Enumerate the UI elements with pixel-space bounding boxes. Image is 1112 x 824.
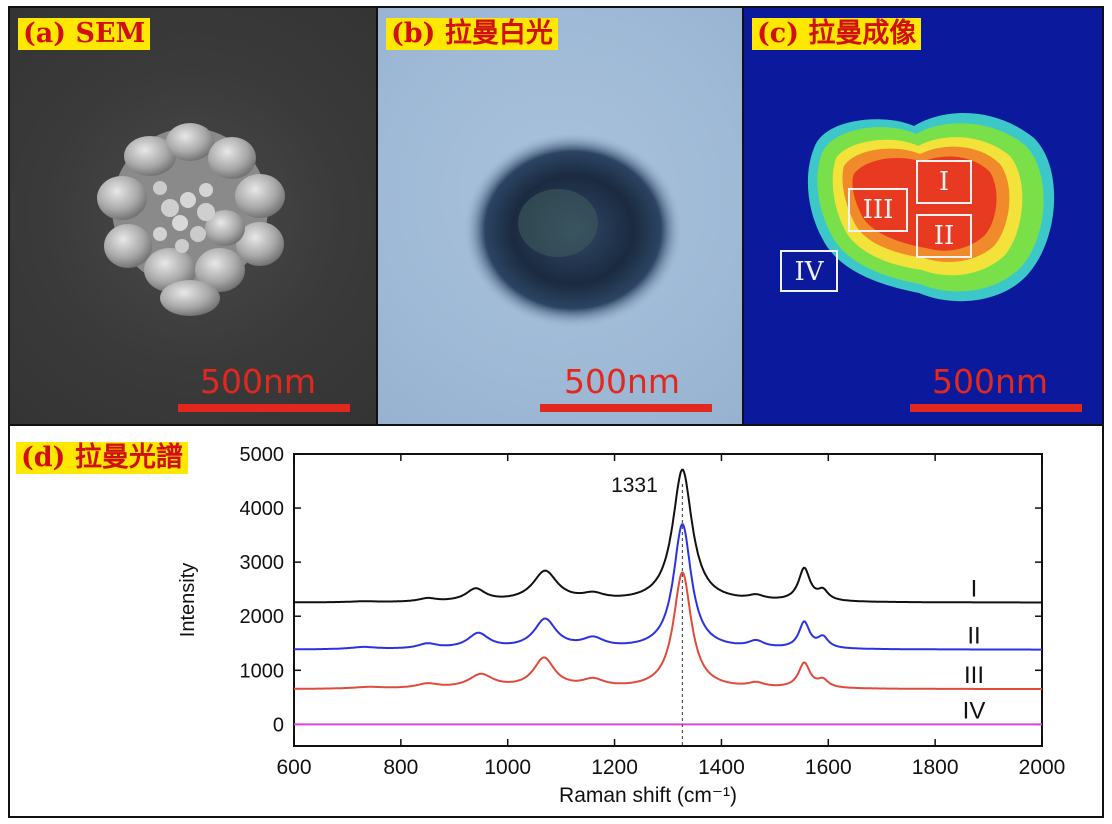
series-label-iv: IV bbox=[963, 697, 986, 724]
panel-b-label: (b) 拉曼白光 bbox=[386, 18, 558, 50]
optical-particle-image bbox=[463, 132, 683, 328]
peak-1331-label: 1331 bbox=[611, 474, 658, 497]
region-i-box: I bbox=[916, 160, 972, 204]
sem-scale-bar bbox=[178, 404, 350, 412]
optical-panel: (b) 拉曼白光 500nm bbox=[378, 8, 744, 424]
sem-scale-label: 500nm bbox=[200, 362, 317, 401]
panel-c-label: (c) 拉曼成像 bbox=[752, 18, 922, 50]
map-scale-label: 500nm bbox=[932, 362, 1049, 401]
optical-scale-label: 500nm bbox=[564, 362, 681, 401]
series-label-ii: II bbox=[967, 623, 980, 650]
x-tick-label: 1400 bbox=[698, 756, 745, 779]
x-axis-label: Raman shift (cm⁻¹) bbox=[559, 784, 737, 807]
y-tick-label: 3000 bbox=[240, 552, 285, 574]
y-tick-label: 0 bbox=[273, 714, 284, 736]
y-tick-label: 2000 bbox=[240, 606, 285, 628]
region-ii-box: II bbox=[916, 214, 972, 258]
y-tick-label: 4000 bbox=[240, 498, 285, 520]
series-line-i bbox=[294, 468, 1042, 604]
plot-frame bbox=[293, 453, 1043, 747]
x-tick-label: 600 bbox=[276, 756, 311, 779]
x-tick-label: 1800 bbox=[912, 756, 959, 779]
map-scale-bar bbox=[910, 404, 1082, 412]
x-tick-label: 1600 bbox=[805, 756, 852, 779]
region-iv-box: IV bbox=[780, 250, 838, 292]
x-tick-label: 2000 bbox=[1019, 756, 1066, 779]
raman-map-panel: (c) 拉曼成像 I II III IV 500nm bbox=[744, 8, 1102, 424]
x-tick-label: 1200 bbox=[591, 756, 638, 779]
series-line-iii bbox=[294, 571, 1042, 690]
series-label-iii: III bbox=[964, 662, 984, 689]
x-tick-label: 800 bbox=[383, 756, 418, 779]
optical-scale-bar bbox=[540, 404, 712, 412]
panel-d-label: (d) 拉曼光譜 bbox=[16, 442, 188, 474]
sem-panel: (a) SEM 500nm bbox=[10, 8, 378, 424]
raman-spectrum-chart: 0 1000 2000 3000 4000 5000 600 800 1000 1200 1400… bbox=[177, 444, 1066, 807]
raman-heatmap-image bbox=[807, 113, 1055, 302]
y-axis-label: Intensity bbox=[177, 563, 199, 637]
region-iii-box: III bbox=[848, 188, 908, 232]
x-tick-label: 1000 bbox=[484, 756, 531, 779]
y-tick-label: 1000 bbox=[240, 660, 285, 682]
series-line-ii bbox=[294, 523, 1042, 651]
figure-frame: (a) SEM 500nm (b) 拉曼白光 500nm (c bbox=[8, 6, 1104, 818]
series-label-i: I bbox=[971, 576, 978, 603]
panel-divider bbox=[10, 424, 1102, 426]
raman-spectrum-panel: (d) 拉曼光譜 0 1000 2000 3000 4000 5000 600 800 100… bbox=[10, 426, 1102, 816]
sem-particle-image bbox=[97, 123, 285, 316]
y-tick-label: 5000 bbox=[240, 444, 285, 466]
panel-a-label: (a) SEM bbox=[18, 18, 151, 50]
